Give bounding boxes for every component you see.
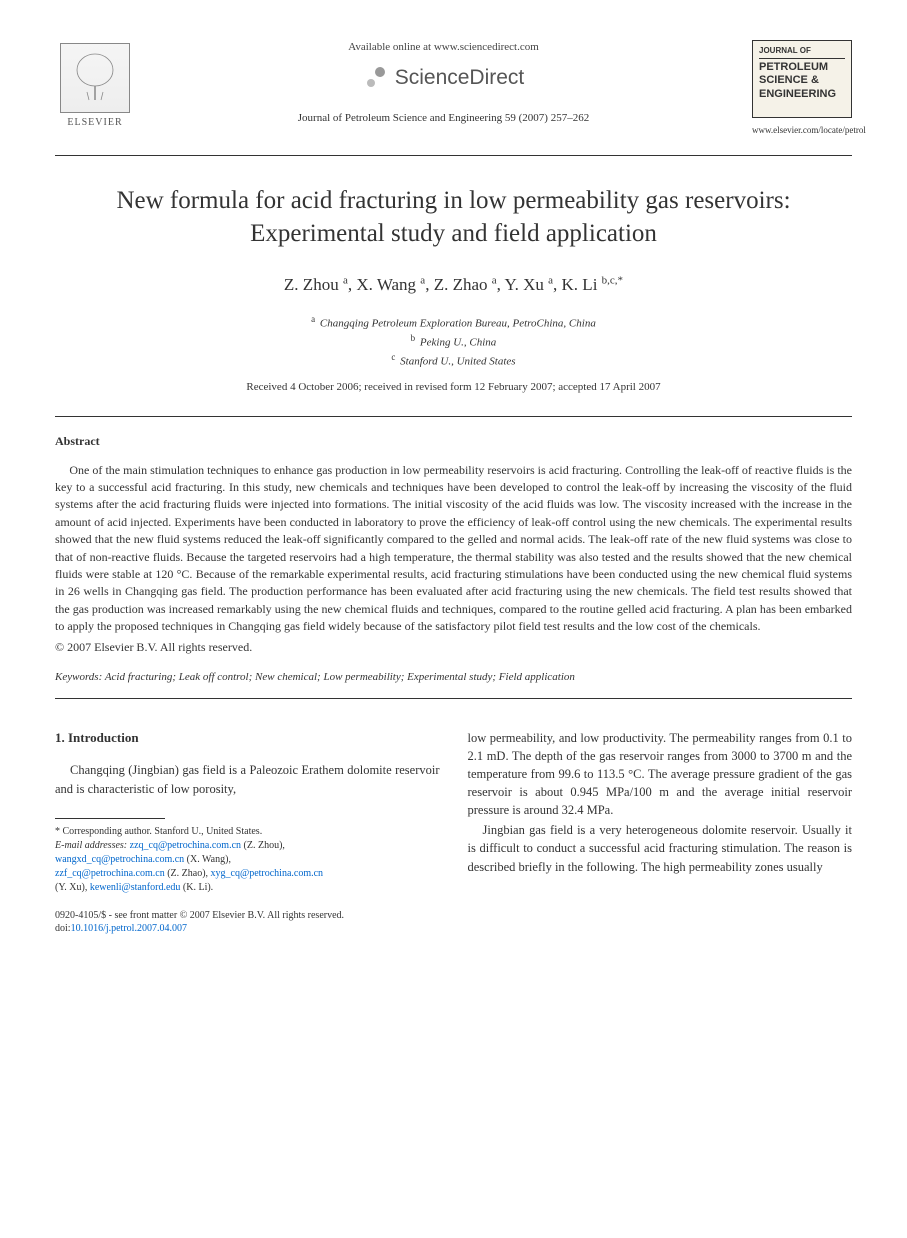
divider-top <box>55 155 852 156</box>
journal-cover: JOURNAL OF PETROLEUM SCIENCE & ENGINEERI… <box>752 40 852 137</box>
right-column: low permeability, and low productivity. … <box>468 729 853 935</box>
sciencedirect-icon <box>363 65 389 91</box>
cover-title: PETROLEUM SCIENCE & ENGINEERING <box>759 61 845 101</box>
intro-left-para: Changqing (Jingbian) gas field is a Pale… <box>55 761 440 797</box>
authors: Z. Zhou a, X. Wang a, Z. Zhao a, Y. Xu a… <box>55 273 852 297</box>
sciencedirect-label: ScienceDirect <box>395 63 525 92</box>
abstract-heading: Abstract <box>55 433 852 450</box>
abstract-body: One of the main stimulation techniques t… <box>55 462 852 636</box>
footer-issn: 0920-4105/$ - see front matter © 2007 El… <box>55 909 440 922</box>
elsevier-label: ELSEVIER <box>67 116 122 130</box>
available-online-text: Available online at www.sciencedirect.co… <box>155 40 732 55</box>
cover-box: JOURNAL OF PETROLEUM SCIENCE & ENGINEERI… <box>752 40 852 118</box>
header-row: ELSEVIER Available online at www.science… <box>55 40 852 137</box>
elsevier-tree-icon <box>60 43 130 113</box>
left-column: 1. Introduction Changqing (Jingbian) gas… <box>55 729 440 935</box>
center-header: Available online at www.sciencedirect.co… <box>135 40 752 126</box>
abstract-copyright: © 2007 Elsevier B.V. All rights reserved… <box>55 639 852 656</box>
intro-right-para2: Jingbian gas field is a very heterogeneo… <box>468 821 853 875</box>
elsevier-logo: ELSEVIER <box>55 40 135 130</box>
keywords-label: Keywords: <box>55 671 102 683</box>
intro-right-para1: low permeability, and low productivity. … <box>468 729 853 820</box>
doi-link[interactable]: 10.1016/j.petrol.2007.04.007 <box>71 923 187 934</box>
article-title: New formula for acid fracturing in low p… <box>55 184 852 252</box>
sciencedirect-brand: ScienceDirect <box>155 63 732 92</box>
keywords-text: Acid fracturing; Leak off control; New c… <box>102 671 575 683</box>
corresponding-author: * Corresponding author. Stanford U., Uni… <box>55 825 440 839</box>
footer-block: 0920-4105/$ - see front matter © 2007 El… <box>55 909 440 935</box>
cover-url: www.elsevier.com/locate/petrol <box>752 124 852 137</box>
keywords: Keywords: Acid fracturing; Leak off cont… <box>55 670 852 685</box>
email-addresses: E-mail addresses: zzq_cq@petrochina.com.… <box>55 839 440 895</box>
footer-doi: doi:10.1016/j.petrol.2007.04.007 <box>55 922 440 935</box>
two-column-body: 1. Introduction Changqing (Jingbian) gas… <box>55 729 852 935</box>
divider-abstract-bottom <box>55 698 852 699</box>
divider-abstract-top <box>55 416 852 417</box>
cover-journal-of: JOURNAL OF <box>759 45 845 59</box>
footnote-block: * Corresponding author. Stanford U., Uni… <box>55 825 440 895</box>
journal-reference: Journal of Petroleum Science and Enginee… <box>155 111 732 126</box>
article-dates: Received 4 October 2006; received in rev… <box>55 380 852 395</box>
affiliations: a Changqing Petroleum Exploration Bureau… <box>55 313 852 370</box>
intro-heading: 1. Introduction <box>55 729 440 748</box>
footnote-divider <box>55 818 165 819</box>
